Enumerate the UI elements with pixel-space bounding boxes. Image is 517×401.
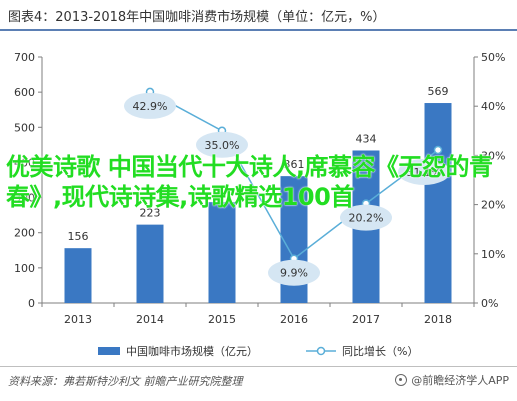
chart-title: 图表4：2013-2018年中国咖啡消费市场规模（单位：亿元，%）	[8, 10, 386, 25]
x-axis-tick-label: 2017	[352, 313, 380, 326]
bar-value-label: 434	[356, 132, 377, 145]
source-divider	[0, 366, 517, 367]
growth-label-bubble	[398, 158, 450, 185]
bar-value-label: 361	[284, 158, 305, 171]
bar-value-label: 223	[140, 207, 161, 220]
overlay-caption: 优美诗歌 中国当代十大诗人,席慕容《无怨的青春》,现代诗诗集,诗歌精选100首	[6, 153, 493, 211]
legend-bar-label: 中国咖啡市场规模（亿元）	[126, 345, 258, 358]
left-axis-tick-label: 500	[14, 121, 35, 134]
x-axis-tick-label: 2013	[64, 313, 92, 326]
bar-2018	[424, 103, 452, 303]
x-axis-tick-label: 2014	[136, 313, 164, 326]
growth-label-bubble	[124, 92, 176, 119]
growth-value-label: 35.0%	[205, 139, 240, 152]
left-axis-tick-label: 700	[14, 51, 35, 64]
legend-line-swatch	[306, 346, 336, 356]
right-axis-tick-label: 10%	[481, 248, 505, 261]
growth-label-bubble	[268, 259, 320, 286]
right-axis-tick-label: 20%	[481, 199, 505, 212]
legend-item-bar: 中国咖啡市场规模（亿元）	[98, 343, 258, 359]
brand-text: @前瞻经济学人APP	[411, 374, 509, 387]
chart-legend: 中国咖啡市场规模（亿元） 同比增长（%）	[0, 343, 517, 361]
left-axis-tick-label: 100	[14, 262, 35, 275]
bar-value-label: 156	[68, 230, 89, 243]
title-divider	[0, 29, 517, 31]
growth-value-label: 9.9%	[280, 267, 308, 280]
growth-value-label: 42.9%	[133, 100, 168, 113]
right-axis-tick-label: 40%	[481, 100, 505, 113]
growth-label-bubble	[340, 204, 392, 231]
bar-2015	[208, 202, 236, 303]
bar-value-label: 569	[428, 85, 449, 98]
legend-bar-swatch	[98, 347, 120, 355]
source-note: 资料来源：弗若斯特沙利文 前瞻产业研究院整理	[8, 375, 243, 388]
x-axis-tick-label: 2015	[208, 313, 236, 326]
left-axis-tick-label: 300	[14, 192, 35, 205]
right-axis-tick-label: 30%	[481, 149, 505, 162]
brand-mark: @前瞻经济学人APP	[395, 372, 509, 388]
right-axis-tick-label: 0%	[481, 297, 498, 310]
right-axis-tick-label: 50%	[481, 51, 505, 64]
legend-item-line: 同比增长（%）	[306, 343, 418, 359]
brand-logo-icon	[395, 374, 408, 386]
left-axis-tick-label: 400	[14, 156, 35, 169]
growth-value-label: 31.1%	[407, 166, 442, 179]
growth-point-2018	[433, 145, 443, 155]
legend-line-label: 同比增长（%）	[342, 345, 419, 358]
x-axis-tick-label: 2016	[280, 313, 308, 326]
left-axis-tick-label: 200	[14, 227, 35, 240]
left-axis-tick-label: 0	[28, 297, 35, 310]
x-axis-tick-label: 2018	[424, 313, 452, 326]
bar-2013	[64, 248, 92, 303]
left-axis-tick-label: 600	[14, 86, 35, 99]
growth-value-label: 20.2%	[349, 212, 384, 225]
bar-2014	[136, 224, 164, 303]
growth-label-bubble	[196, 131, 248, 158]
